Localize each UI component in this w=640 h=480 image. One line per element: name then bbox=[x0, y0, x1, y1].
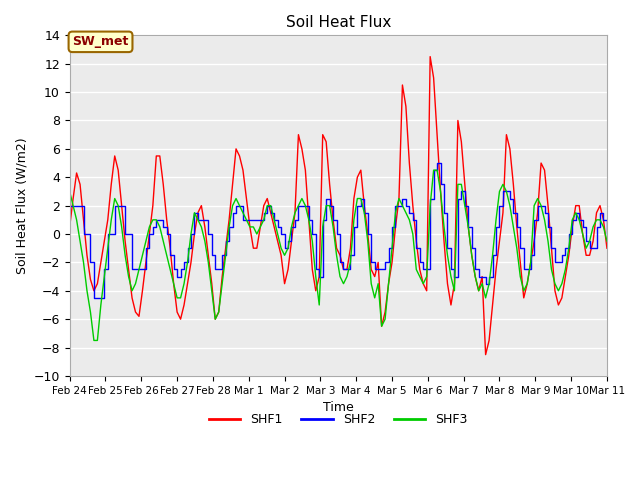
SHF3 bbox=[388, 245, 396, 251]
Line: SHF3: SHF3 bbox=[70, 170, 607, 340]
SHF3 bbox=[66, 189, 74, 194]
SHF2 bbox=[66, 203, 74, 208]
Legend: SHF1, SHF2, SHF3: SHF1, SHF2, SHF3 bbox=[204, 408, 472, 431]
SHF2 bbox=[270, 217, 278, 223]
SHF1 bbox=[267, 210, 275, 216]
SHF2 bbox=[506, 196, 514, 202]
SHF1 bbox=[287, 238, 295, 244]
SHF2 bbox=[603, 231, 611, 237]
SHF1 bbox=[426, 54, 434, 60]
SHF1 bbox=[66, 224, 74, 230]
SHF2 bbox=[388, 224, 396, 230]
SHF1 bbox=[440, 238, 448, 244]
SHF1 bbox=[482, 352, 490, 358]
SHF3 bbox=[270, 217, 278, 223]
SHF2 bbox=[90, 295, 98, 301]
SHF2 bbox=[291, 217, 299, 223]
SHF1 bbox=[201, 224, 209, 230]
SHF2 bbox=[204, 231, 212, 237]
SHF2 bbox=[433, 160, 441, 166]
Title: Soil Heat Flux: Soil Heat Flux bbox=[285, 15, 391, 30]
SHF1 bbox=[603, 245, 611, 251]
Text: SW_met: SW_met bbox=[72, 36, 129, 48]
SHF2 bbox=[444, 245, 451, 251]
SHF1 bbox=[506, 146, 514, 152]
Y-axis label: Soil Heat Flux (W/m2): Soil Heat Flux (W/m2) bbox=[15, 137, 28, 274]
SHF3 bbox=[506, 203, 514, 208]
Line: SHF2: SHF2 bbox=[70, 163, 607, 298]
SHF3 bbox=[444, 252, 451, 258]
Line: SHF1: SHF1 bbox=[70, 57, 607, 355]
SHF3 bbox=[204, 260, 212, 265]
SHF3 bbox=[430, 167, 438, 173]
SHF3 bbox=[291, 210, 299, 216]
X-axis label: Time: Time bbox=[323, 401, 354, 414]
SHF1 bbox=[385, 281, 392, 287]
SHF3 bbox=[90, 337, 98, 343]
SHF3 bbox=[603, 238, 611, 244]
